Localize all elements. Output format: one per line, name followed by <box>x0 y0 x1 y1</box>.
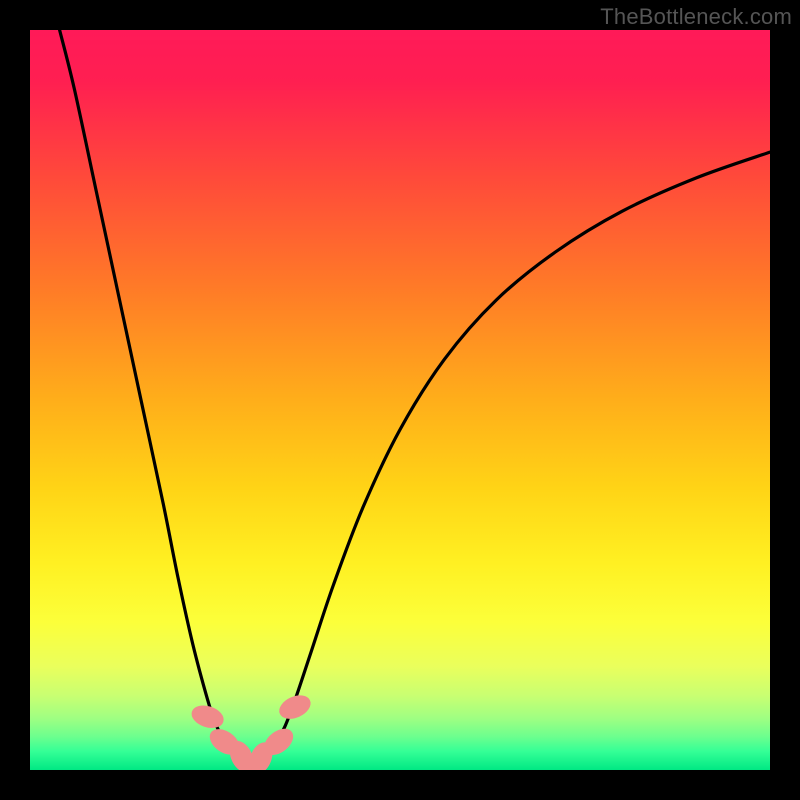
watermark-text: TheBottleneck.com <box>600 4 792 30</box>
chart-container: { "watermark": "TheBottleneck.com", "cha… <box>0 0 800 800</box>
bottleneck-curve-chart <box>0 0 800 800</box>
